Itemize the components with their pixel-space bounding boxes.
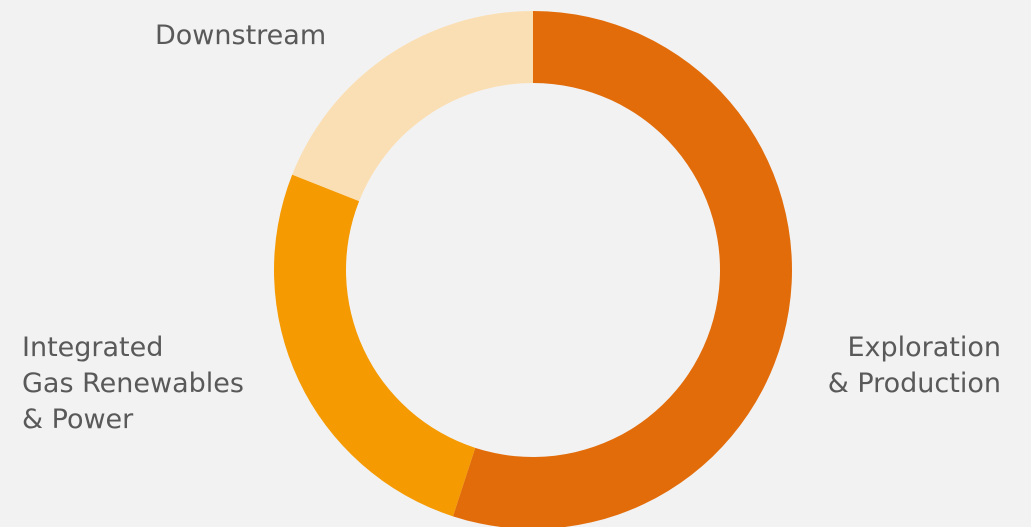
donut-slice-downstream — [292, 11, 533, 202]
donut-slice-exploration-production — [452, 11, 792, 527]
slice-label-line: Gas Renewables — [22, 368, 244, 399]
slice-label-line: & Production — [827, 368, 1001, 399]
slice-label-integrated-gas: Integrated Gas Renewables & Power — [22, 330, 244, 438]
slice-label-line: Downstream — [155, 20, 327, 51]
slice-label-downstream: Downstream — [155, 18, 326, 54]
slice-label-exploration-production: Exploration & Production — [828, 330, 1001, 402]
slice-label-line: Integrated — [22, 332, 164, 363]
donut-slice-integrated-gas-renewables-power — [273, 174, 476, 517]
slice-label-line: & Power — [22, 404, 134, 435]
slice-label-line: Exploration — [847, 332, 1001, 363]
